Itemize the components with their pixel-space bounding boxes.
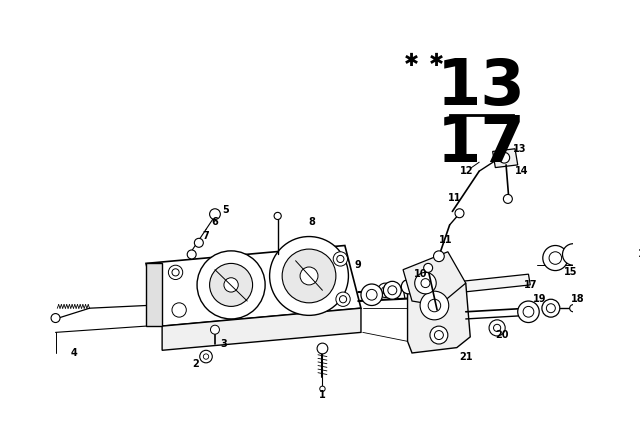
Polygon shape bbox=[146, 263, 162, 326]
Text: 19: 19 bbox=[533, 294, 547, 304]
Circle shape bbox=[421, 279, 430, 288]
Circle shape bbox=[197, 251, 265, 319]
Text: ✱: ✱ bbox=[404, 52, 419, 70]
Text: 4: 4 bbox=[71, 348, 77, 358]
Circle shape bbox=[274, 212, 281, 220]
Circle shape bbox=[339, 296, 347, 303]
Circle shape bbox=[430, 326, 448, 344]
Circle shape bbox=[626, 242, 640, 265]
Text: 21: 21 bbox=[459, 352, 472, 362]
Circle shape bbox=[632, 248, 640, 259]
Circle shape bbox=[523, 306, 534, 317]
Circle shape bbox=[383, 281, 401, 299]
Circle shape bbox=[499, 152, 509, 163]
Text: 15: 15 bbox=[564, 267, 577, 277]
Text: 5: 5 bbox=[222, 205, 229, 215]
Text: 13: 13 bbox=[437, 56, 526, 117]
Circle shape bbox=[455, 209, 464, 218]
Circle shape bbox=[333, 252, 348, 266]
Text: 7: 7 bbox=[203, 231, 209, 241]
Circle shape bbox=[211, 325, 220, 334]
Circle shape bbox=[547, 304, 556, 313]
Circle shape bbox=[428, 299, 441, 312]
Circle shape bbox=[269, 237, 348, 315]
Text: 13: 13 bbox=[513, 144, 526, 154]
Text: 9: 9 bbox=[355, 260, 362, 270]
Circle shape bbox=[300, 267, 318, 285]
Polygon shape bbox=[403, 252, 466, 306]
Circle shape bbox=[209, 263, 253, 306]
Text: 2: 2 bbox=[192, 359, 198, 369]
Circle shape bbox=[168, 265, 183, 280]
Text: 17: 17 bbox=[524, 280, 537, 290]
Polygon shape bbox=[403, 274, 531, 298]
Circle shape bbox=[388, 286, 397, 295]
Circle shape bbox=[320, 386, 325, 392]
Text: 16: 16 bbox=[638, 250, 640, 259]
Text: 12: 12 bbox=[460, 166, 474, 176]
Text: ✱: ✱ bbox=[429, 52, 444, 70]
Circle shape bbox=[337, 255, 344, 263]
Text: 17: 17 bbox=[437, 113, 526, 175]
Circle shape bbox=[200, 350, 212, 363]
Circle shape bbox=[172, 269, 179, 276]
Polygon shape bbox=[493, 149, 518, 168]
Circle shape bbox=[542, 299, 560, 317]
Circle shape bbox=[366, 289, 377, 300]
Circle shape bbox=[51, 314, 60, 323]
Circle shape bbox=[209, 209, 220, 220]
Text: 3: 3 bbox=[221, 339, 227, 349]
Circle shape bbox=[378, 283, 392, 297]
Circle shape bbox=[401, 280, 415, 294]
Circle shape bbox=[504, 194, 513, 203]
Circle shape bbox=[204, 354, 209, 359]
Circle shape bbox=[367, 289, 376, 298]
Text: 6: 6 bbox=[212, 217, 218, 227]
Circle shape bbox=[336, 292, 350, 306]
Circle shape bbox=[381, 287, 388, 294]
Polygon shape bbox=[146, 246, 361, 326]
Circle shape bbox=[570, 305, 577, 312]
Text: 18: 18 bbox=[571, 294, 584, 304]
Circle shape bbox=[195, 238, 204, 247]
Text: 10: 10 bbox=[414, 269, 428, 279]
Text: 11: 11 bbox=[439, 235, 453, 245]
Circle shape bbox=[433, 251, 444, 262]
Circle shape bbox=[518, 301, 540, 323]
Text: 8: 8 bbox=[308, 217, 315, 227]
Circle shape bbox=[188, 250, 196, 259]
Text: 11: 11 bbox=[448, 193, 462, 203]
Polygon shape bbox=[588, 242, 637, 269]
Circle shape bbox=[543, 246, 568, 271]
Circle shape bbox=[493, 324, 500, 332]
Circle shape bbox=[420, 291, 449, 320]
Circle shape bbox=[224, 278, 238, 292]
Circle shape bbox=[282, 249, 336, 303]
Circle shape bbox=[317, 343, 328, 354]
Polygon shape bbox=[162, 308, 361, 350]
Circle shape bbox=[549, 252, 562, 264]
Circle shape bbox=[361, 284, 383, 306]
Polygon shape bbox=[408, 283, 470, 353]
Circle shape bbox=[489, 320, 505, 336]
Circle shape bbox=[563, 244, 584, 265]
Text: 20: 20 bbox=[495, 330, 508, 340]
Circle shape bbox=[415, 272, 436, 294]
Circle shape bbox=[435, 331, 444, 340]
Text: 14: 14 bbox=[515, 166, 528, 176]
Circle shape bbox=[363, 285, 381, 303]
Text: 1: 1 bbox=[319, 390, 326, 400]
Circle shape bbox=[424, 263, 433, 272]
Circle shape bbox=[172, 303, 186, 317]
